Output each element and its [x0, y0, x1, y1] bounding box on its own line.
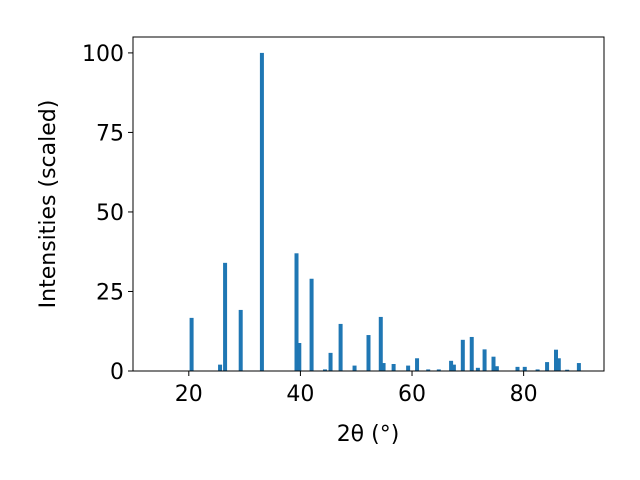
y-tick-label: 50	[96, 201, 124, 226]
bar	[436, 369, 441, 371]
bar	[415, 358, 420, 371]
x-tick-label: 20	[175, 382, 203, 407]
bar	[449, 360, 454, 371]
bar	[426, 369, 431, 371]
bar	[366, 335, 371, 371]
bar	[556, 358, 561, 371]
bar	[545, 362, 550, 371]
bar	[322, 369, 327, 371]
y-tick-label: 0	[110, 360, 124, 385]
bar	[460, 339, 465, 371]
bar	[294, 253, 299, 371]
bar	[554, 349, 559, 371]
bar	[378, 316, 383, 371]
bar	[218, 364, 223, 371]
bar	[565, 369, 570, 371]
bar	[381, 363, 386, 371]
bar	[451, 364, 456, 371]
bar	[338, 323, 343, 371]
x-axis-label: 2θ (°)	[337, 422, 400, 447]
x-tick-label: 40	[286, 382, 314, 407]
bar	[469, 336, 474, 371]
bar	[494, 366, 499, 371]
bar	[309, 278, 314, 371]
bar	[238, 309, 243, 371]
bar	[223, 262, 228, 371]
x-tick-label: 80	[510, 382, 538, 407]
y-tick-label: 100	[82, 42, 124, 67]
bar	[189, 317, 194, 371]
bar	[482, 349, 487, 371]
bar	[391, 364, 396, 371]
y-axis-label: Intensities (scaled)	[36, 100, 61, 309]
y-tick-label: 25	[96, 280, 124, 305]
bar	[522, 366, 527, 371]
bar	[475, 367, 480, 371]
bar	[535, 369, 540, 371]
bar	[297, 343, 302, 371]
y-tick-label: 75	[96, 121, 124, 146]
bar	[406, 365, 411, 371]
bar	[328, 352, 333, 371]
bar	[352, 365, 357, 371]
bar	[576, 363, 581, 371]
x-tick-label: 60	[398, 382, 426, 407]
bar	[515, 366, 520, 371]
bar	[491, 356, 496, 371]
plot-frame	[132, 36, 605, 372]
bar	[259, 52, 264, 372]
